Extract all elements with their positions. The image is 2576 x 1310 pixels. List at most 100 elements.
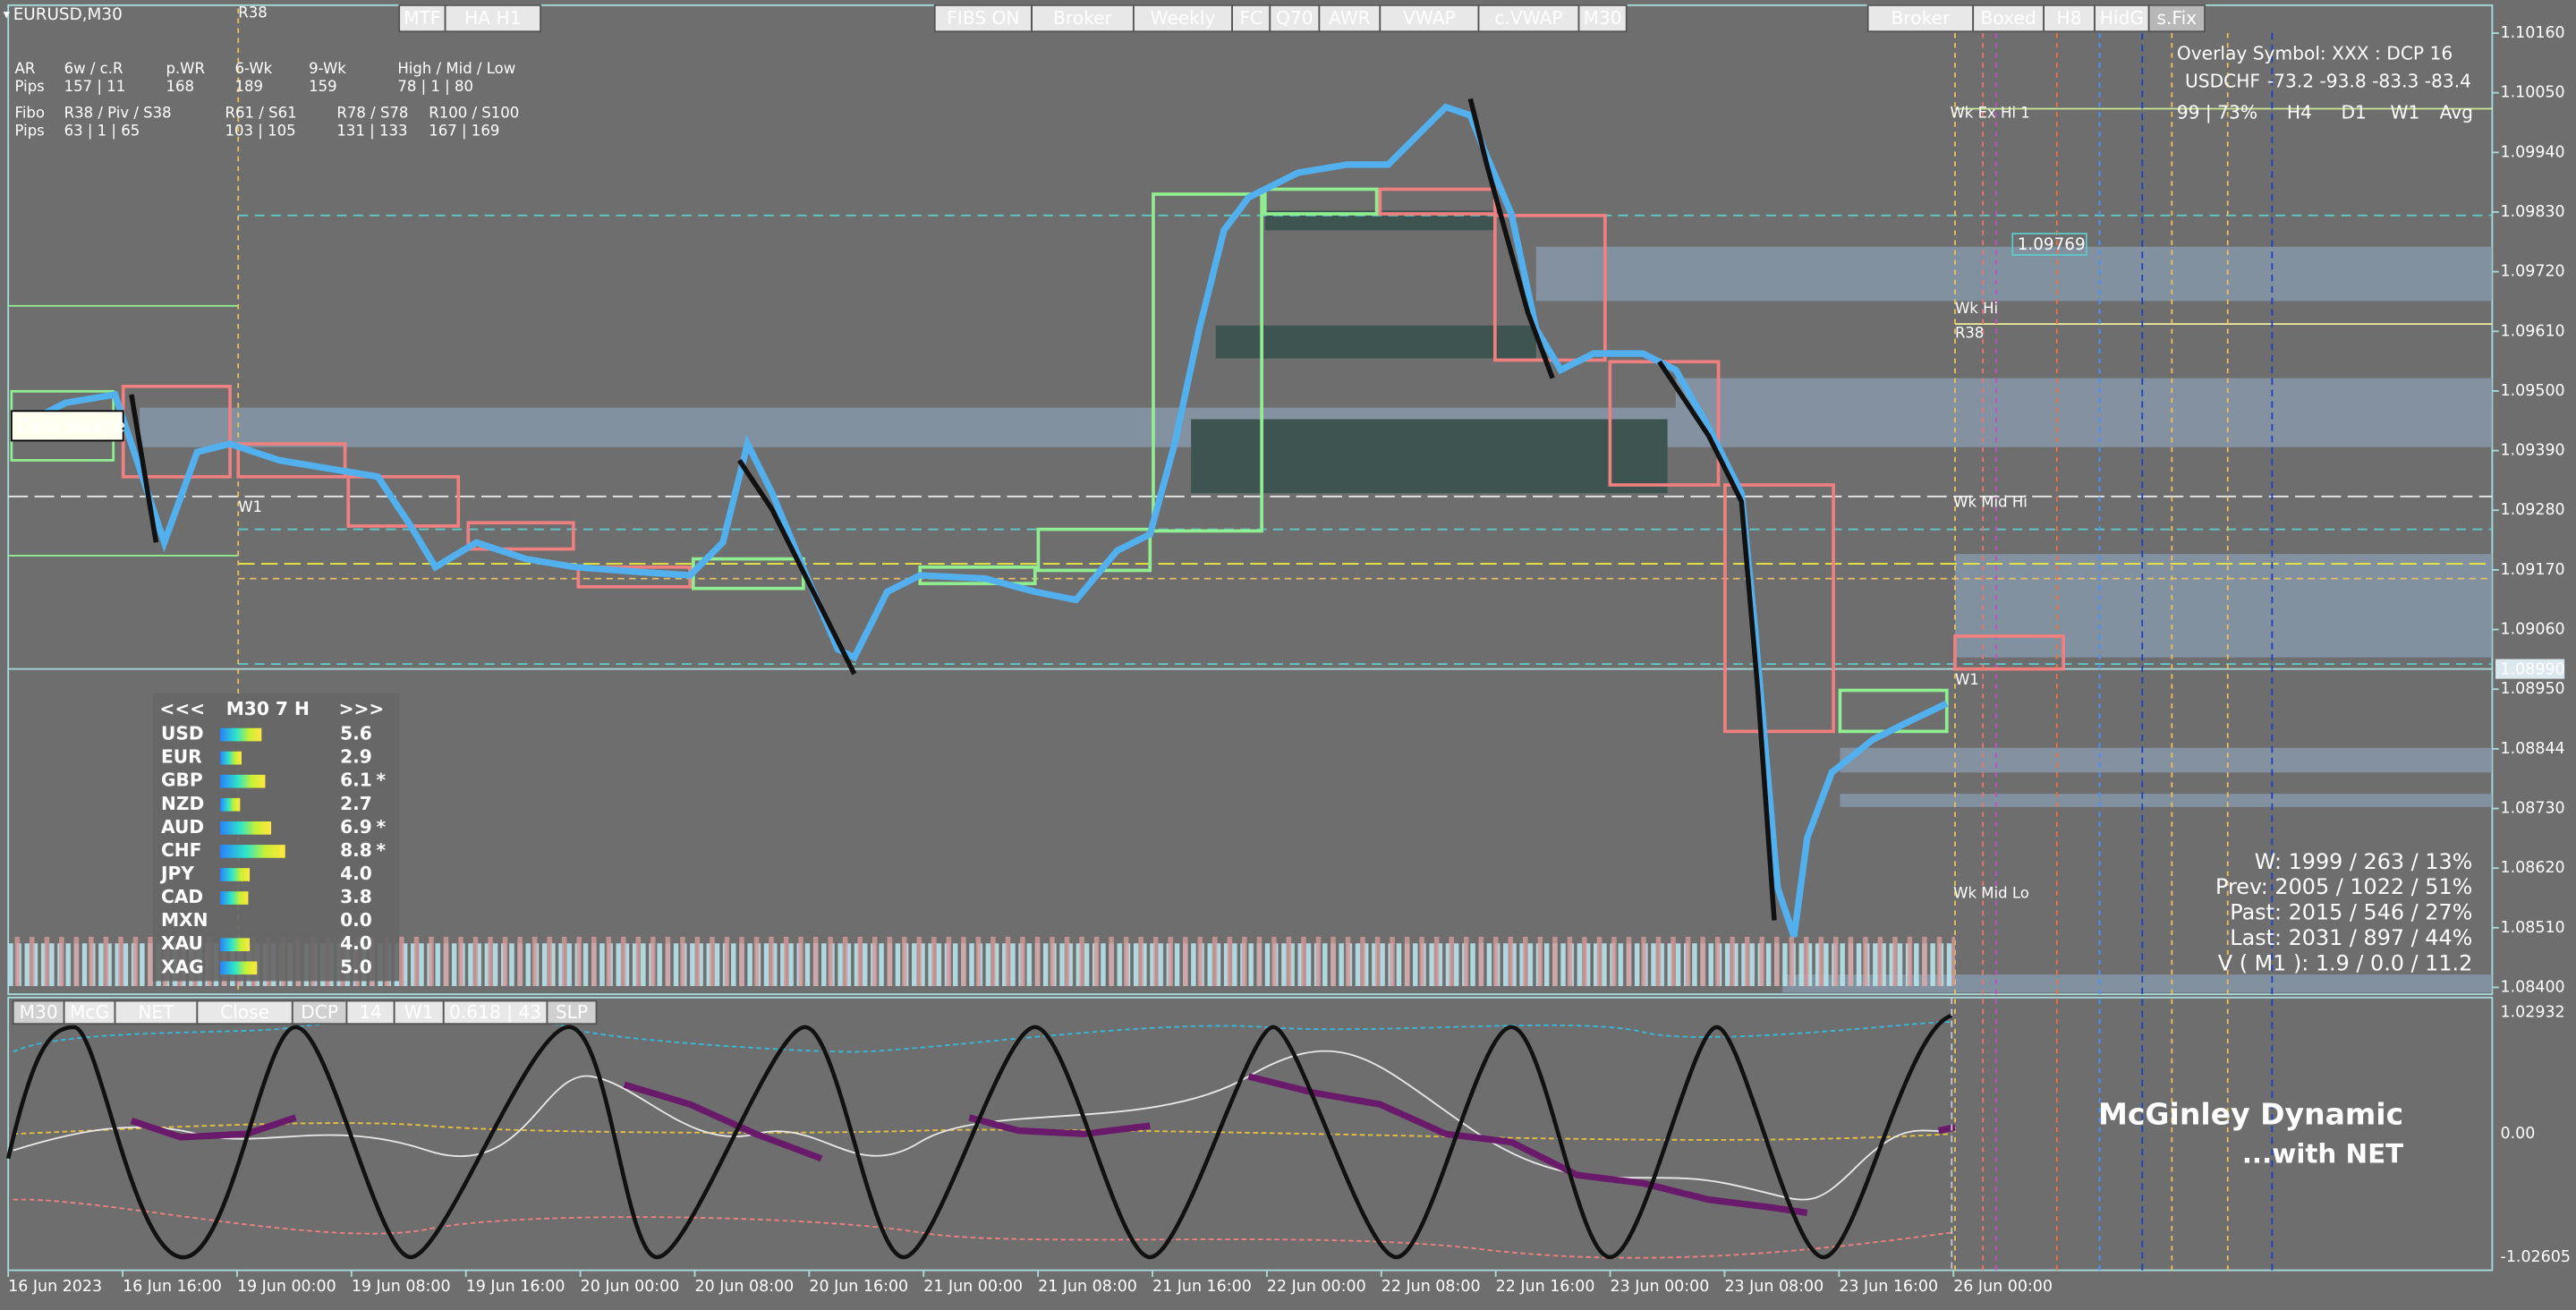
- oscillator-lines: [5, 1013, 1956, 1260]
- summary-line: Past: 2015 / 546 / 27%: [2230, 900, 2472, 925]
- time-label: 19 Jun 08:00: [352, 1278, 451, 1296]
- currency: JPY: [159, 863, 194, 884]
- currency: CHF: [161, 839, 202, 861]
- time-label: 19 Jun 16:00: [466, 1278, 565, 1296]
- currency: GBP: [161, 770, 203, 791]
- button[interactable]: [114, 1000, 199, 1025]
- button[interactable]: [393, 1000, 445, 1025]
- price-label: 1.09940: [2501, 143, 2565, 161]
- button-label[interactable]: M30: [20, 1001, 58, 1023]
- stats-cell: R38 / Piv / S38: [64, 105, 172, 122]
- button-label[interactable]: Close: [220, 1001, 269, 1023]
- currency: NZD: [161, 793, 204, 814]
- button-label[interactable]: NET: [138, 1001, 174, 1023]
- button[interactable]: [1577, 4, 1628, 33]
- current-price-box: [2495, 659, 2565, 679]
- stats-cell: R78 / S78: [336, 105, 408, 122]
- strength-value: 8.8: [340, 839, 372, 861]
- session-boxes: [10, 187, 2065, 734]
- button-label[interactable]: SLP: [556, 1001, 588, 1023]
- currency: AUD: [161, 816, 204, 838]
- button[interactable]: [444, 4, 541, 33]
- button-label[interactable]: c.VWAP: [1494, 7, 1562, 29]
- stats-cell: 157 | 11: [64, 78, 126, 95]
- button-label[interactable]: W1: [404, 1001, 434, 1023]
- price-label: 1.08950: [2501, 680, 2565, 698]
- button-label[interactable]: Weekly: [1151, 7, 1216, 29]
- time-label: 22 Jun 08:00: [1382, 1278, 1481, 1296]
- strength-value: 6.1: [340, 770, 372, 791]
- annotation: Wk Ex Hi 1: [1950, 105, 2029, 122]
- button-label[interactable]: VWAP: [1403, 7, 1456, 29]
- button-label[interactable]: M30: [1584, 7, 1622, 29]
- button-label[interactable]: 14: [359, 1001, 382, 1023]
- button-label[interactable]: DCP: [301, 1001, 338, 1023]
- price-label: 1.09720: [2501, 263, 2565, 281]
- price-label: 1.08844: [2501, 740, 2565, 758]
- button[interactable]: [1477, 4, 1580, 33]
- button-label[interactable]: 0.618 | 43: [449, 1001, 541, 1023]
- stats-cell: 6-Wk: [235, 60, 273, 77]
- summary-line: Prev: 2005 / 1022 / 51%: [2215, 874, 2472, 899]
- stats-cell: p.WR: [166, 60, 205, 77]
- button-label[interactable]: s.Fix: [2157, 7, 2198, 29]
- button-label[interactable]: HidG: [2100, 7, 2144, 29]
- strength-flag: *: [376, 770, 386, 791]
- strength-value: 6.9: [340, 816, 372, 838]
- strength-value: 4.0: [340, 863, 372, 884]
- button[interactable]: [1318, 4, 1382, 33]
- overlay-score: 99 | 73%: [2177, 102, 2257, 123]
- button-label[interactable]: Boxed: [1981, 7, 2036, 29]
- button-label[interactable]: H8: [2057, 7, 2082, 29]
- button[interactable]: [1379, 4, 1480, 33]
- stats-cell: AR: [15, 60, 36, 77]
- time-label: 20 Jun 16:00: [809, 1278, 908, 1296]
- brand-title: McGinley Dynamic: [2098, 1097, 2403, 1132]
- overlay-symbol: USDCHF: [2185, 71, 2260, 92]
- oscillator-label: 0.00: [2501, 1125, 2536, 1143]
- button[interactable]: [2094, 4, 2150, 33]
- strength-value: 2.7: [340, 793, 372, 814]
- summary-line: V ( M1 ): 1.9 / 0.0 / 11.2: [2218, 951, 2473, 976]
- button-label[interactable]: Q70: [1276, 7, 1314, 29]
- strength-flag: *: [376, 816, 386, 838]
- button-label[interactable]: Broker: [1053, 7, 1112, 29]
- price-label: 1.09610: [2501, 322, 2565, 340]
- strength-bar: [220, 774, 266, 788]
- stats-cell: R61 / S61: [225, 105, 297, 122]
- strength-bar: [220, 938, 251, 952]
- tooltip-text: Data source: [16, 414, 125, 436]
- overlay-period: H4: [2287, 102, 2312, 123]
- strength-value: 3.8: [340, 886, 372, 907]
- overlay-period: W1: [2391, 102, 2420, 123]
- current-price: 1.08990: [2501, 661, 2565, 679]
- button-label[interactable]: McG: [70, 1001, 109, 1023]
- button[interactable]: [398, 4, 446, 33]
- button-label[interactable]: MTF: [404, 7, 440, 29]
- button[interactable]: [12, 1000, 65, 1025]
- button[interactable]: [546, 1000, 598, 1025]
- button-label[interactable]: HA H1: [464, 7, 521, 29]
- strength-value: 0.0: [340, 909, 372, 931]
- stats-cell: Pips: [15, 78, 45, 95]
- button[interactable]: [2147, 4, 2206, 33]
- button[interactable]: [1132, 4, 1233, 33]
- stats-cell: R100 / S100: [429, 105, 519, 122]
- time-label: 23 Jun 16:00: [1839, 1278, 1938, 1296]
- strength-value: 4.0: [340, 932, 372, 954]
- button[interactable]: [345, 1000, 395, 1025]
- level-box: [2011, 233, 2087, 256]
- stats-cell: Fibo: [15, 105, 45, 122]
- button-label[interactable]: AWR: [1329, 7, 1371, 29]
- button-label[interactable]: Broker: [1892, 7, 1951, 29]
- price-label: 1.09280: [2501, 501, 2565, 519]
- button[interactable]: [1972, 4, 2045, 33]
- strength-header: M30 7 H: [226, 698, 310, 719]
- time-label: 21 Jun 08:00: [1038, 1278, 1137, 1296]
- stats-cell: 63 | 1 | 65: [64, 123, 140, 140]
- button[interactable]: [1231, 4, 1271, 33]
- price-label: 1.10050: [2501, 84, 2565, 102]
- button-label[interactable]: FC: [1239, 7, 1262, 29]
- button-label[interactable]: FIBS ON: [947, 7, 1019, 29]
- stats-cell: 159: [309, 78, 337, 95]
